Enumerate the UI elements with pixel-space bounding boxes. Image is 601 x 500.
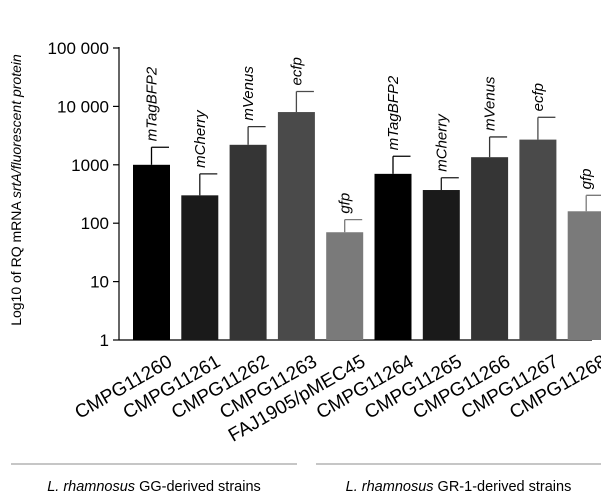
bar-gene-label: mTagBFP2	[385, 75, 402, 150]
bar-gene-label: mTagBFP2	[144, 66, 161, 141]
bar-gene-label: ecfp	[288, 57, 305, 85]
bar	[133, 164, 170, 340]
bar-gene-label: ecfp	[530, 83, 547, 111]
group-label: L. rhamnosus GR-1-derived strains	[346, 479, 572, 495]
group-label-rest: GR-1-derived strains	[434, 479, 572, 495]
bar	[326, 232, 364, 340]
bar-gene-label: mVenus	[240, 66, 257, 121]
bar-gene-label: gfp	[337, 193, 354, 214]
bar	[567, 211, 601, 340]
bar-gene-label: mCherry	[433, 113, 450, 172]
y-tick-label: 1000	[71, 156, 109, 175]
y-tick-label: 10 000	[57, 97, 109, 116]
group-label-rest: GG-derived strains	[135, 479, 261, 495]
chart-axes: 1 10 100 1000 10 000 100 000 Log10 of RQ mRNA …	[8, 39, 592, 350]
y-axis-title: Log10 of RQ mRNA srtA/fluorescent protei…	[8, 54, 24, 326]
bar-gene-label: mCherry	[192, 109, 209, 168]
group-label-species: L. rhamnosus	[47, 479, 135, 495]
bar	[471, 157, 509, 340]
bar	[519, 139, 557, 340]
group-label-species: L. rhamnosus	[346, 479, 434, 495]
bar-gene-label: mVenus	[482, 76, 499, 131]
bar	[181, 195, 219, 340]
y-axis-title-prefix: Log10 of RQ mRNA	[8, 198, 24, 326]
bar-gene-label: gfp	[578, 168, 595, 189]
y-tick-label: 100	[81, 214, 109, 233]
y-axis-title-italic: srtA/fluorescent protein	[8, 54, 24, 198]
y-tick-label: 1	[100, 331, 109, 350]
y-tick-label: 10	[90, 273, 109, 292]
bar	[374, 173, 412, 340]
chart-bars	[133, 90, 601, 341]
bar	[277, 112, 315, 341]
y-tick-label: 100 000	[48, 39, 109, 58]
bar	[229, 144, 267, 340]
group-label: L. rhamnosus GG-derived strains	[47, 479, 261, 495]
bar	[422, 190, 460, 340]
